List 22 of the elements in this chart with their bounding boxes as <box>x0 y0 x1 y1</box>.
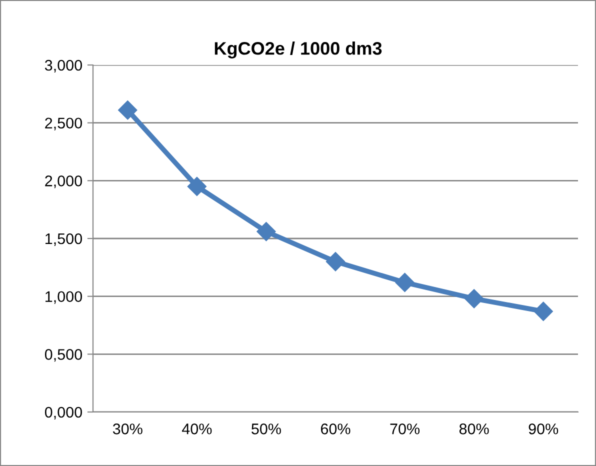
x-tick-label: 50% <box>252 424 281 434</box>
point <box>326 252 346 272</box>
x-tick-label: 80% <box>459 424 489 434</box>
y-tick-label: 1,500 <box>46 233 82 246</box>
x-tick-label: 70% <box>390 424 420 434</box>
x-tick-label: 90% <box>528 424 558 434</box>
y-tick-label: 0,500 <box>44 349 82 362</box>
y-tick-label: 3,000 <box>44 60 82 72</box>
point <box>256 222 276 242</box>
x-tick-label: 40% <box>182 424 212 434</box>
y-tick-label: 2,500 <box>45 118 82 130</box>
x-tick-label: 30% <box>112 424 142 434</box>
chart-title: KgCO2e / 1000 dm3 <box>214 42 382 58</box>
point <box>464 289 484 308</box>
y-tick-label: 2,000 <box>45 176 82 188</box>
point <box>187 176 206 196</box>
point <box>395 272 414 292</box>
point <box>534 302 553 321</box>
y-tick-label: 0,000 <box>44 406 82 420</box>
y-tick-label: 1,000 <box>46 291 82 304</box>
point <box>118 100 138 120</box>
x-tick-label: 60% <box>320 424 350 434</box>
